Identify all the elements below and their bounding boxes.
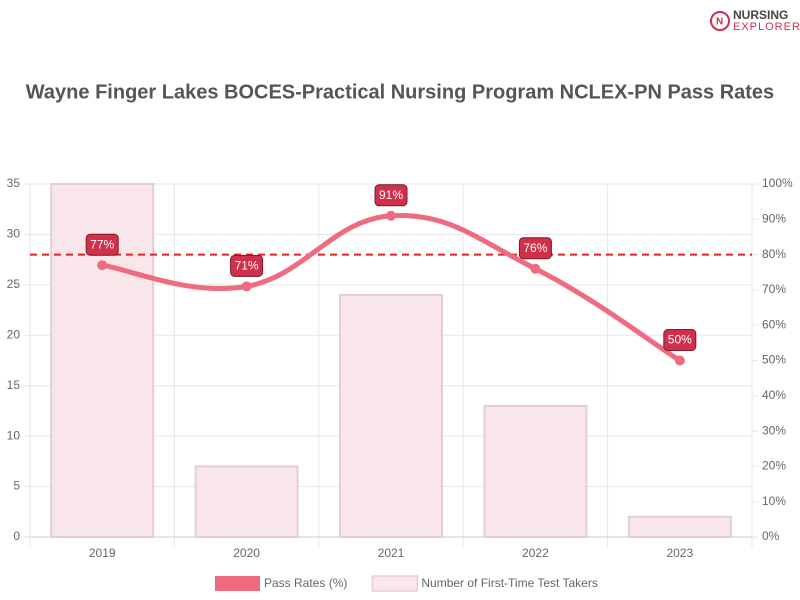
bar [627,515,732,538]
y2-tick-label: 0% [762,529,780,543]
data-label: 77% [90,237,114,251]
y-tick-label: 30 [7,227,21,241]
y2-tick-label: 80% [762,247,786,261]
data-label-box [518,237,552,260]
y2-tick-label: 10% [762,494,786,508]
x-tick-label: 2021 [378,546,405,560]
y-tick-label: 35 [7,176,21,190]
y-tick-label: 0 [13,529,20,543]
legend-swatch [371,575,419,592]
data-label: 71% [235,259,259,273]
logo-text: EXPLORER [733,21,800,33]
y-tick-label: 20 [7,327,21,341]
data-label-box [663,329,697,351]
y-tick-label: 10 [7,428,21,442]
y-tick-label: 15 [7,378,21,392]
data-label: 50% [668,333,692,347]
logo: N NURSING EXPLORER [710,8,800,33]
chart-title: Wayne Finger Lakes BOCES-Practical Nursi… [26,81,774,103]
logo-icon-letter: N [716,17,723,28]
point [97,260,108,271]
data-label-box [374,184,408,207]
legend-swatch [215,576,260,591]
y2-tick-label: 30% [762,423,786,437]
y2-tick-label: 20% [762,459,786,473]
y2-tick-label: 90% [762,211,786,225]
y2-tick-label: 70% [762,282,786,296]
legend-label: Pass Rates (%) [264,576,347,590]
logo-text: NURSING [733,8,788,22]
bar [483,404,588,538]
y-tick-label: 25 [7,277,21,291]
point [241,281,252,292]
y2-tick-label: 100% [762,176,793,190]
legend-label: Number of First-Time Test Takers [421,576,597,590]
bar [339,293,443,539]
point [674,355,685,366]
point [530,263,541,274]
point [386,210,396,221]
logo-icon [710,11,730,31]
data-label-box [85,233,119,256]
y2-tick-label: 40% [762,388,786,402]
x-tick-label: 2022 [522,546,549,560]
data-label: 76% [523,241,547,255]
bar [194,465,299,538]
x-tick-label: 2020 [233,546,260,560]
y2-tick-label: 60% [762,317,786,331]
x-tick-label: 2023 [666,546,693,560]
data-label-box [230,254,264,277]
y2-tick-label: 50% [762,353,786,367]
y-tick-label: 5 [13,479,20,493]
data-label: 91% [379,188,403,202]
x-tick-label: 2019 [89,546,116,560]
